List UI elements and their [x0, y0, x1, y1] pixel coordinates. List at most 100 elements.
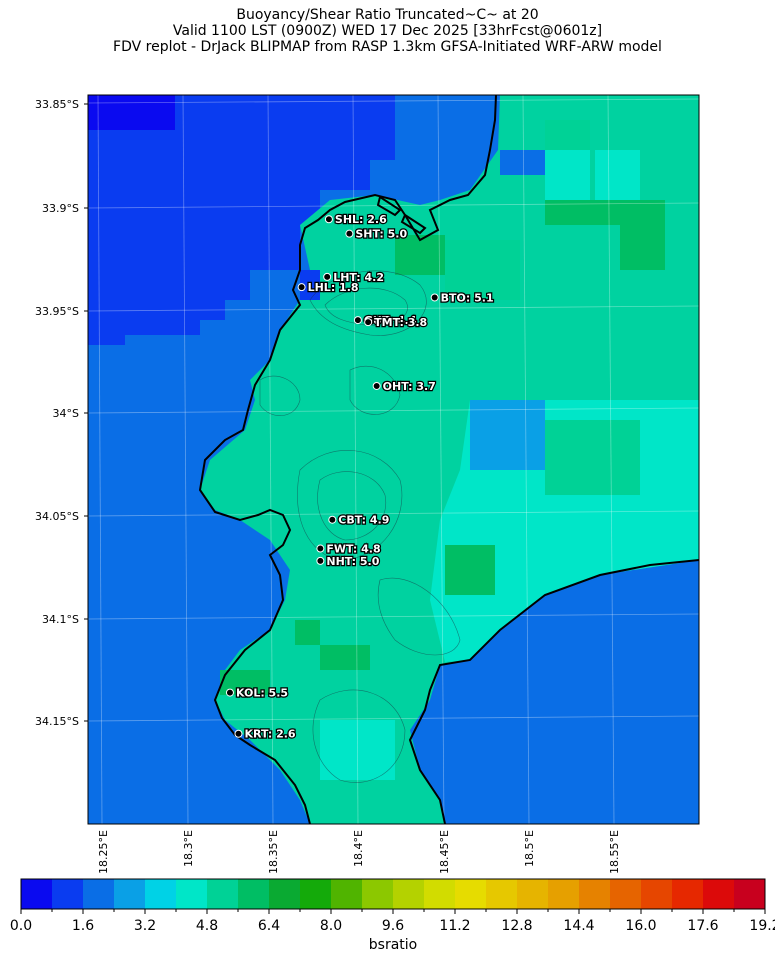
colorbar-cell	[145, 879, 177, 909]
land-cells-d	[620, 200, 665, 270]
land-cells-g	[545, 150, 590, 200]
colorbar-cell	[548, 879, 580, 909]
land-cells-k	[445, 545, 495, 595]
lon-label-2: 18.3°E	[182, 830, 195, 867]
colorbar-cell	[455, 879, 487, 909]
terrain-contours	[259, 270, 461, 783]
colorbar-cell	[21, 879, 53, 909]
land-cells-o	[320, 720, 395, 780]
colorbar-cell	[610, 879, 642, 909]
colorbar-cell	[269, 879, 301, 909]
colorbar-tick-label: 8.0	[320, 918, 342, 934]
colorbar-tick-label: 4.8	[196, 918, 218, 934]
colorbar-cell	[486, 879, 518, 909]
colorbar-tick-label: 14.4	[563, 918, 594, 934]
colorbar-tick-label: 12.8	[501, 918, 532, 934]
station-label: LHT: 4.2	[333, 271, 384, 284]
station-label: NHT: 5.0	[326, 555, 379, 568]
station-dot	[430, 293, 439, 302]
station-label: OHT: 3.7	[383, 380, 436, 393]
lat-label-7: 34.15°S	[35, 715, 79, 728]
colorbar-cell	[703, 879, 735, 909]
station-label: LHL: 1.8	[308, 281, 359, 294]
deepest-ocean-cell	[88, 95, 175, 130]
colorbar-cell	[362, 879, 394, 909]
map-field	[88, 95, 699, 824]
station-dot	[328, 515, 337, 524]
colorbar-cell	[579, 879, 611, 909]
colorbar-cell	[52, 879, 84, 909]
colorbar-cell	[83, 879, 115, 909]
station-dot	[324, 215, 333, 224]
colorbar-cell	[114, 879, 146, 909]
land-cells-j	[545, 420, 640, 495]
colorbar-tick-label: 0.0	[10, 918, 32, 934]
colorbar-tick-label: 3.2	[134, 918, 156, 934]
station-dot	[353, 316, 362, 325]
station-label: KOL: 5.5	[236, 687, 288, 700]
lon-label-1: 18.25°E	[97, 830, 110, 874]
colorbar-cell	[641, 879, 673, 909]
land-cells-l	[295, 620, 320, 645]
station-label: TMT: 3.8	[374, 316, 427, 329]
colorbar-tick-label: 9.6	[382, 918, 404, 934]
colorbar-cell	[517, 879, 549, 909]
colorbar-tick-label: 16.0	[625, 918, 656, 934]
lat-label-6: 34.1°S	[42, 613, 79, 626]
station-dot	[323, 272, 332, 281]
station-label: CBT: 4.9	[338, 514, 389, 527]
title-line-1: Buoyancy/Shear Ratio Truncated~C~ at 20	[236, 7, 539, 23]
station-label: BTO: 5.1	[441, 291, 494, 304]
colorbar-cell	[672, 879, 704, 909]
station-dot	[316, 544, 325, 553]
station-label: SHL: 2.6	[335, 213, 387, 226]
lat-label-3: 33.95°S	[35, 305, 79, 318]
colorbar-tick-label: 19.2	[749, 918, 775, 934]
lon-label-6: 18.5°E	[523, 830, 536, 867]
lon-label-3: 18.35°E	[267, 830, 280, 874]
colorbar-cell	[424, 879, 456, 909]
station-dot	[297, 283, 306, 292]
lat-label-4: 34°S	[53, 407, 79, 420]
colorbar-label: bsratio	[369, 937, 417, 953]
station-dot	[345, 229, 354, 238]
land-cells-c	[545, 200, 640, 225]
station-dot	[372, 381, 381, 390]
colorbar-tick-label: 1.6	[72, 918, 94, 934]
lon-label-5: 18.45°E	[438, 830, 451, 874]
lon-label-7: 18.55°E	[608, 830, 621, 874]
land-cells-m	[220, 670, 270, 695]
title-line-2: Valid 1100 LST (0900Z) WED 17 Dec 2025 […	[172, 23, 603, 39]
station-label: GUT: 4.4	[364, 314, 417, 327]
colorbar-cell	[393, 879, 425, 909]
lon-label-4: 18.4°E	[352, 830, 365, 867]
colorbar-cell	[734, 879, 766, 909]
ocean-cells-f	[500, 150, 545, 175]
land-cells-h	[595, 150, 640, 200]
colorbar-cell	[238, 879, 270, 909]
colorbar-tick-label: 17.6	[687, 918, 718, 934]
station-label: KRT: 2.6	[244, 728, 295, 741]
cell-lhl	[300, 270, 320, 300]
colorbar-tick-label: 6.4	[258, 918, 280, 934]
colorbar-cell	[207, 879, 239, 909]
station-dot	[234, 729, 243, 738]
station-dot	[364, 318, 373, 327]
land-cells-e	[545, 120, 590, 150]
station-dot	[225, 688, 234, 697]
land-cells-n	[320, 645, 370, 670]
title-line-3: FDV replot - DrJack BLIPMAP from RASP 1.…	[113, 39, 662, 55]
colorbar-cell	[300, 879, 332, 909]
deep-ocean-region	[88, 95, 395, 345]
colorbar-cell	[176, 879, 208, 909]
station-label: SHT: 5.0	[355, 228, 407, 241]
colorbar-ticks: 0.0 1.6 3.2 4.8 6.4 8.0 9.6 11.2 12.8 14.4 16.0 17.…	[10, 909, 775, 934]
coastline	[198, 95, 699, 824]
lat-label-5: 34.05°S	[35, 510, 79, 523]
map-frame	[87, 94, 700, 825]
lat-label-2: 33.9°S	[42, 202, 79, 215]
land-cells-b	[395, 235, 445, 275]
land-cells-a	[445, 240, 520, 300]
